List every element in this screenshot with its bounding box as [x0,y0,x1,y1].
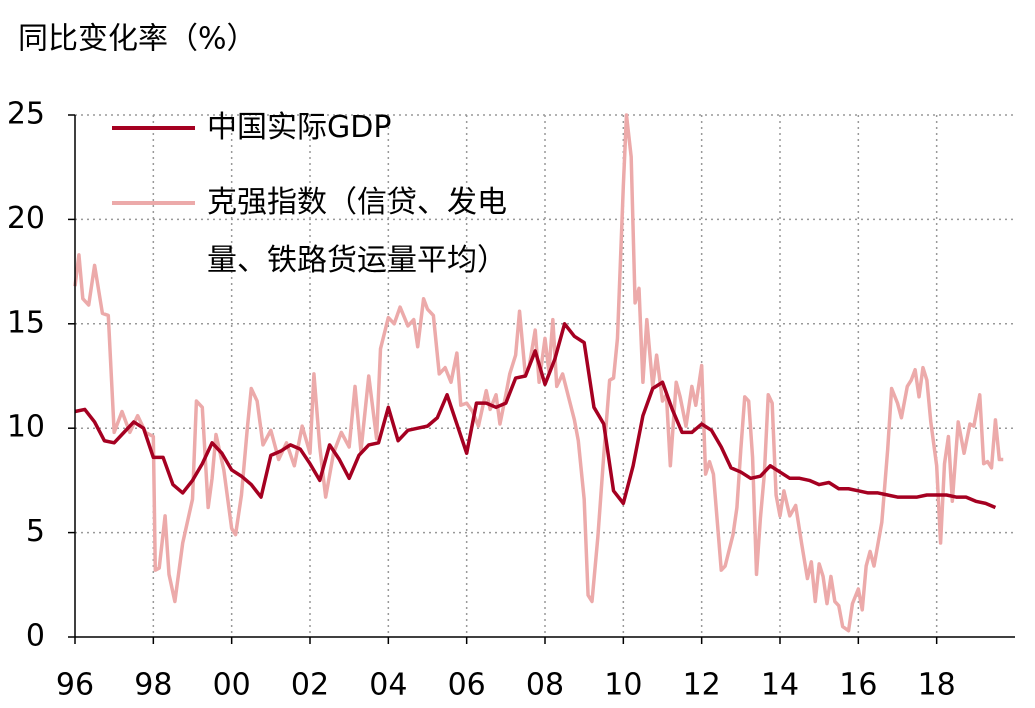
y-tick-label: 15 [7,305,45,340]
legend-label: 中国实际GDP [207,110,392,145]
x-tick-label: 06 [448,668,486,703]
x-tick-label: 14 [761,668,799,703]
x-tick-label: 02 [291,668,329,703]
x-tick-label: 16 [839,668,877,703]
plot [73,113,1004,633]
x-tick-label: 96 [56,668,94,703]
y-tick-label: 5 [26,514,45,549]
chart-title: 同比变化率（%） [18,22,257,57]
y-tick-label: 0 [26,619,45,654]
y-tick-label: 25 [7,97,45,132]
x-tick-label: 00 [213,668,251,703]
x-tick-label: 12 [683,668,721,703]
grid [75,114,1015,637]
x-tick-label: 10 [604,668,642,703]
legend-label: 克强指数（信贷、发电量、铁路货运量平均） [207,185,507,278]
y-tick-label: 10 [7,410,45,445]
axes: 0 5 10 15 20 25 96 98 00 02 04 06 08 10 12 14 16 18 [7,97,1015,703]
x-tick-label: 18 [918,668,956,703]
y-tick-label: 20 [7,201,45,236]
x-tick-label: 98 [134,668,172,703]
x-tick-label: 04 [369,668,407,703]
series-line [73,113,1004,633]
x-tick-label: 08 [526,668,564,703]
series-line [74,322,997,510]
